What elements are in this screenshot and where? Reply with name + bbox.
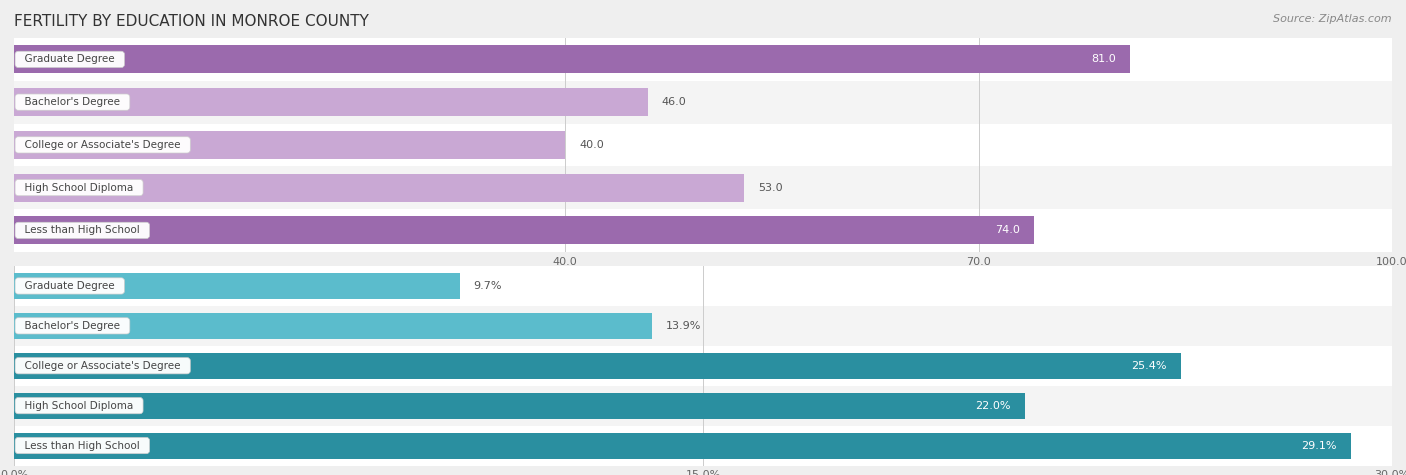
Text: 9.7%: 9.7% <box>474 281 502 291</box>
Bar <box>14 166 1392 209</box>
Text: 40.0: 40.0 <box>579 140 603 150</box>
Bar <box>14 306 1392 346</box>
Text: College or Associate's Degree: College or Associate's Degree <box>18 140 187 150</box>
Bar <box>14 131 565 159</box>
Bar <box>14 346 1392 386</box>
Bar <box>14 174 744 201</box>
Text: 46.0: 46.0 <box>662 97 686 107</box>
Text: Source: ZipAtlas.com: Source: ZipAtlas.com <box>1274 14 1392 24</box>
Bar <box>14 124 1392 166</box>
Bar <box>14 81 1392 124</box>
Bar <box>14 393 1025 418</box>
Text: High School Diploma: High School Diploma <box>18 400 141 411</box>
Text: 81.0: 81.0 <box>1091 54 1116 65</box>
Text: 22.0%: 22.0% <box>976 400 1011 411</box>
Bar <box>14 353 1181 379</box>
Text: Bachelor's Degree: Bachelor's Degree <box>18 321 127 331</box>
Text: 74.0: 74.0 <box>995 225 1019 236</box>
Bar <box>14 433 1351 458</box>
Text: 29.1%: 29.1% <box>1302 440 1337 451</box>
Text: FERTILITY BY EDUCATION IN MONROE COUNTY: FERTILITY BY EDUCATION IN MONROE COUNTY <box>14 14 368 29</box>
Text: 13.9%: 13.9% <box>666 321 702 331</box>
Bar <box>14 46 1130 73</box>
Bar <box>14 266 1392 306</box>
Bar <box>14 426 1392 466</box>
Text: 53.0: 53.0 <box>758 182 783 193</box>
Text: High School Diploma: High School Diploma <box>18 182 141 193</box>
Bar <box>14 386 1392 426</box>
Bar <box>14 217 1033 244</box>
Text: Graduate Degree: Graduate Degree <box>18 54 121 65</box>
Text: Bachelor's Degree: Bachelor's Degree <box>18 97 127 107</box>
Bar <box>14 313 652 339</box>
Bar <box>14 38 1392 81</box>
Bar <box>14 209 1392 252</box>
Text: Graduate Degree: Graduate Degree <box>18 281 121 291</box>
Bar <box>14 88 648 116</box>
Bar <box>14 273 460 299</box>
Text: 25.4%: 25.4% <box>1132 361 1167 371</box>
Text: Less than High School: Less than High School <box>18 225 146 236</box>
Text: Less than High School: Less than High School <box>18 440 146 451</box>
Text: College or Associate's Degree: College or Associate's Degree <box>18 361 187 371</box>
